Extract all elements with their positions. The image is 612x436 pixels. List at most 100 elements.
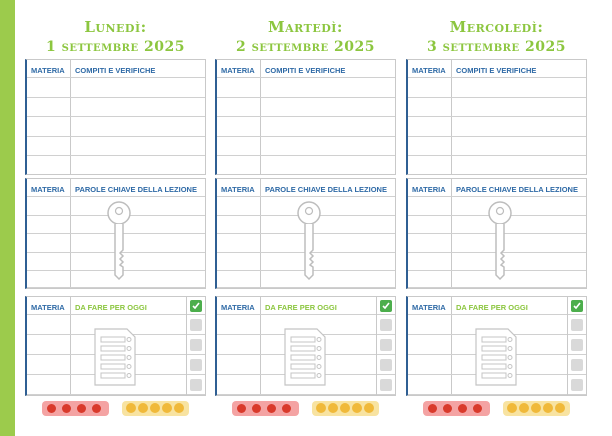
materia-header: MATERIA xyxy=(221,66,255,75)
day-date: 2 settembre 2025 xyxy=(236,39,375,55)
table-header: MATERIA COMPITI E VERIFICHE xyxy=(408,60,586,78)
table-row[interactable] xyxy=(217,117,395,137)
key-icon xyxy=(297,201,321,281)
parole-header: PAROLE CHIAVE DELLA LEZIONE xyxy=(75,185,197,194)
day-header: Martedì: 2 settembre 2025 xyxy=(215,0,396,60)
materia-header: MATERIA xyxy=(412,303,446,312)
emoji-faces-icon[interactable] xyxy=(312,401,379,416)
day-name: Mercoledì: xyxy=(449,18,544,36)
materia-header: MATERIA xyxy=(31,66,65,75)
table-row[interactable] xyxy=(217,156,395,174)
emoji-faces-icon[interactable] xyxy=(503,401,570,416)
checkbox[interactable] xyxy=(380,339,392,351)
checkbox[interactable] xyxy=(190,379,202,391)
table-row[interactable] xyxy=(408,375,586,395)
table-row[interactable] xyxy=(408,78,586,98)
checkbox[interactable] xyxy=(190,339,202,351)
checkbox[interactable] xyxy=(571,359,583,371)
checkbox-column xyxy=(567,297,586,395)
day-date: 3 settembre 2025 xyxy=(427,39,566,55)
checkbox[interactable] xyxy=(190,359,202,371)
table-header: MATERIA DA FARE PER OGGI xyxy=(217,297,395,315)
table-row[interactable] xyxy=(27,97,205,117)
table-row[interactable] xyxy=(408,156,586,174)
check-icon[interactable] xyxy=(190,300,202,312)
keywords-table: MATERIA PAROLE CHIAVE DELLA LEZIONE xyxy=(215,178,396,289)
table-row[interactable] xyxy=(408,117,586,137)
materia-header: MATERIA xyxy=(412,185,446,194)
keywords-table: MATERIA PAROLE CHIAVE DELLA LEZIONE xyxy=(406,178,587,289)
materia-header: MATERIA xyxy=(31,185,65,194)
checklist-icon xyxy=(475,328,517,386)
key-icon xyxy=(107,201,131,281)
table-row[interactable] xyxy=(27,156,205,174)
table-header: MATERIA PAROLE CHIAVE DELLA LEZIONE xyxy=(408,179,586,197)
left-accent-bar xyxy=(0,0,15,436)
check-icon[interactable] xyxy=(571,300,583,312)
emoji-faces-icon[interactable] xyxy=(122,401,189,416)
table-header: MATERIA DA FARE PER OGGI xyxy=(408,297,586,315)
checkbox[interactable] xyxy=(571,379,583,391)
todo-table: MATERIA DA FARE PER OGGI xyxy=(25,296,206,396)
checkbox[interactable] xyxy=(571,319,583,331)
day-name: Lunedì: xyxy=(84,18,147,36)
todo-table: MATERIA DA FARE PER OGGI xyxy=(215,296,396,396)
table-row[interactable] xyxy=(408,97,586,117)
traffic-dots-icon[interactable] xyxy=(423,401,490,416)
da-fare-header: DA FARE PER OGGI xyxy=(456,303,528,312)
materia-header: MATERIA xyxy=(221,185,255,194)
table-row[interactable] xyxy=(27,136,205,156)
day-column-2: Martedì: 2 settembre 2025 MATERIA COMPIT… xyxy=(215,0,396,416)
day-column-3: Mercoledì: 3 settembre 2025 MATERIA COMP… xyxy=(406,0,587,416)
da-fare-header: DA FARE PER OGGI xyxy=(265,303,337,312)
table-row[interactable] xyxy=(217,136,395,156)
todo-table: MATERIA DA FARE PER OGGI xyxy=(406,296,587,396)
table-header: MATERIA COMPITI E VERIFICHE xyxy=(217,60,395,78)
checkbox[interactable] xyxy=(380,379,392,391)
compiti-header: COMPITI E VERIFICHE xyxy=(75,66,156,75)
table-row[interactable] xyxy=(408,271,586,288)
table-row[interactable] xyxy=(27,375,205,395)
materia-header: MATERIA xyxy=(412,66,446,75)
table-header: MATERIA PAROLE CHIAVE DELLA LEZIONE xyxy=(27,179,205,197)
checkbox-column xyxy=(186,297,205,395)
checkbox-column xyxy=(376,297,395,395)
table-row[interactable] xyxy=(217,97,395,117)
day-header: Mercoledì: 3 settembre 2025 xyxy=(406,0,587,60)
homework-table: MATERIA COMPITI E VERIFICHE xyxy=(215,59,396,175)
day-column-1: Lunedì: 1 settembre 2025 MATERIA COMPITI… xyxy=(25,0,206,416)
traffic-dots-icon[interactable] xyxy=(42,401,109,416)
table-header: MATERIA DA FARE PER OGGI xyxy=(27,297,205,315)
da-fare-header: DA FARE PER OGGI xyxy=(75,303,147,312)
table-row[interactable] xyxy=(27,78,205,98)
check-icon[interactable] xyxy=(380,300,392,312)
homework-table: MATERIA COMPITI E VERIFICHE xyxy=(406,59,587,175)
traffic-dots-icon[interactable] xyxy=(232,401,299,416)
checkbox[interactable] xyxy=(380,359,392,371)
day-name: Martedì: xyxy=(268,18,343,36)
day-header: Lunedì: 1 settembre 2025 xyxy=(25,0,206,60)
compiti-header: COMPITI E VERIFICHE xyxy=(265,66,346,75)
checklist-icon xyxy=(94,328,136,386)
compiti-header: COMPITI E VERIFICHE xyxy=(456,66,537,75)
table-row[interactable] xyxy=(27,271,205,288)
parole-header: PAROLE CHIAVE DELLA LEZIONE xyxy=(456,185,578,194)
table-header: MATERIA PAROLE CHIAVE DELLA LEZIONE xyxy=(217,179,395,197)
checklist-icon xyxy=(284,328,326,386)
keywords-table: MATERIA PAROLE CHIAVE DELLA LEZIONE xyxy=(25,178,206,289)
table-row[interactable] xyxy=(217,78,395,98)
table-row[interactable] xyxy=(27,117,205,137)
table-row[interactable] xyxy=(217,375,395,395)
key-icon xyxy=(488,201,512,281)
checkbox[interactable] xyxy=(190,319,202,331)
parole-header: PAROLE CHIAVE DELLA LEZIONE xyxy=(265,185,387,194)
materia-header: MATERIA xyxy=(31,303,65,312)
table-row[interactable] xyxy=(408,136,586,156)
day-date: 1 settembre 2025 xyxy=(46,39,185,55)
checkbox[interactable] xyxy=(571,339,583,351)
checkbox[interactable] xyxy=(380,319,392,331)
homework-table: MATERIA COMPITI E VERIFICHE xyxy=(25,59,206,175)
materia-header: MATERIA xyxy=(221,303,255,312)
table-header: MATERIA COMPITI E VERIFICHE xyxy=(27,60,205,78)
table-row[interactable] xyxy=(217,271,395,288)
